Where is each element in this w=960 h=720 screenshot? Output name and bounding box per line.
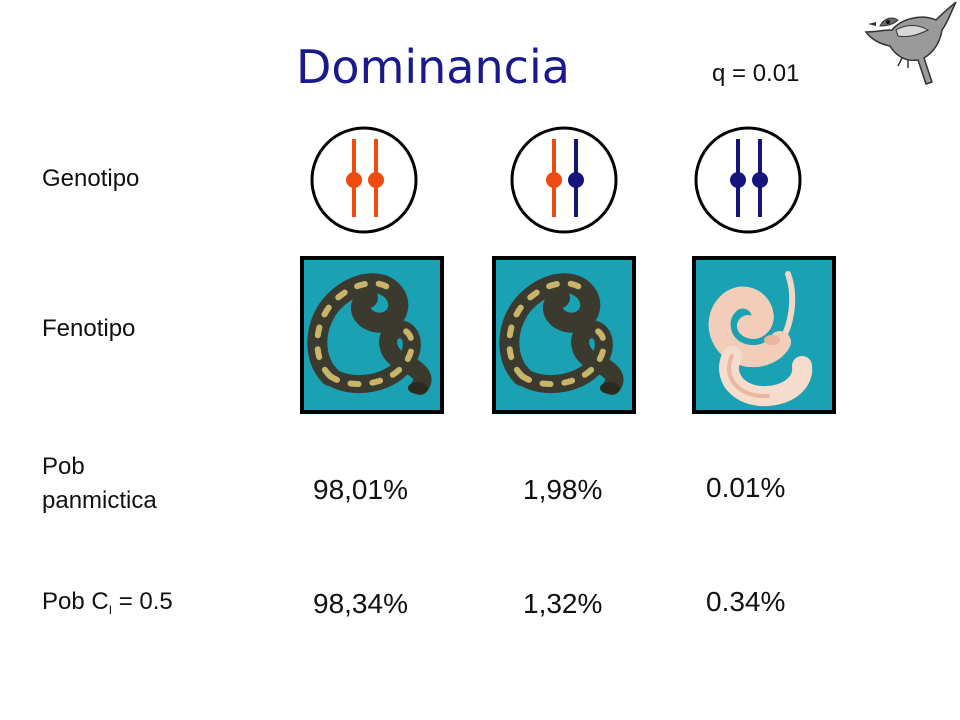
ci-homozygous-recessive: 0.34%	[706, 586, 786, 617]
genotype-heterozygous	[510, 126, 618, 234]
ci-label-subscript: I	[108, 603, 113, 617]
allele-dominant-left-locus	[346, 172, 362, 188]
ci-row-label: Pob CI = 0.5	[42, 585, 173, 627]
allele-recessive-locus	[568, 172, 584, 188]
bird-icon	[864, 1, 957, 85]
page-title: Dominancia	[296, 40, 570, 94]
panmictic-homozygous-dominant: 98,01%	[313, 474, 408, 505]
normal-ball-python-icon	[300, 256, 444, 414]
ci-label-prefix: Pob C	[42, 588, 109, 615]
allele-recessive-left-locus	[730, 172, 746, 188]
ci-heterozygous: 1,32%	[523, 588, 603, 619]
allele-dominant-locus	[546, 172, 562, 188]
ci-label-suffix: = 0.5	[112, 588, 173, 615]
allele-frequency-label: q = 0.01	[712, 60, 800, 87]
allele-recessive-right-locus	[752, 172, 768, 188]
panmictic-heterozygous: 1,98%	[523, 474, 603, 505]
panmictic-homozygous-recessive: 0.01%	[706, 472, 786, 503]
genotype-row-label: Genotipo	[42, 165, 140, 192]
normal-ball-python-icon	[492, 256, 636, 414]
albino-ball-python-icon	[692, 256, 836, 414]
allele-dominant-right-locus	[368, 172, 384, 188]
ci-homozygous-dominant: 98,34%	[313, 588, 408, 619]
phenotype-row-label: Fenotipo	[42, 315, 136, 342]
panmictic-label-line2: panmictica	[42, 487, 157, 514]
panmictic-row-label: Pob panmictica	[42, 450, 157, 518]
genotype-homozygous-dominant	[310, 126, 418, 234]
genotype-homozygous-recessive	[694, 126, 802, 234]
panmictic-label-line1: Pob	[42, 453, 85, 480]
